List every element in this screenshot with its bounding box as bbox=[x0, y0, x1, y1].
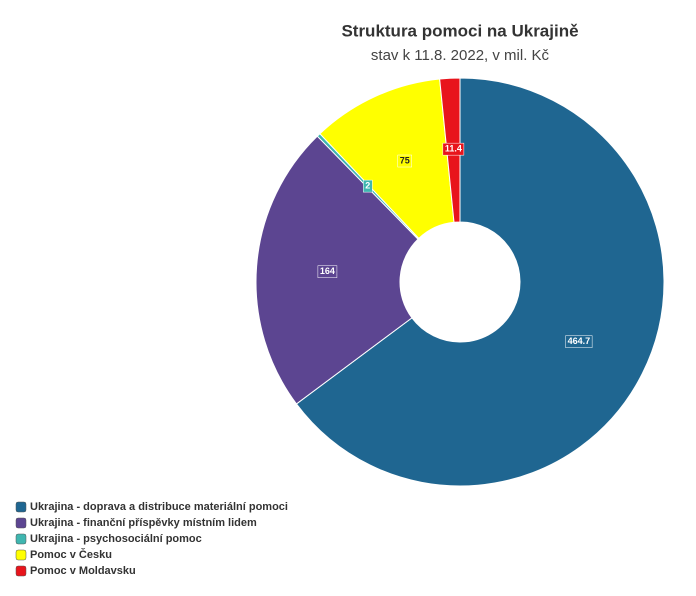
legend-swatch bbox=[15, 517, 27, 529]
legend-swatch bbox=[15, 565, 27, 577]
value-label: 164 bbox=[320, 266, 335, 276]
legend-swatch bbox=[15, 549, 27, 561]
value-label: 2 bbox=[365, 181, 370, 191]
value-label-box bbox=[317, 265, 338, 278]
legend-text: Ukrajina - psychosociální pomoc bbox=[30, 533, 202, 545]
slice bbox=[295, 77, 665, 487]
value-label: 75 bbox=[400, 155, 410, 165]
value-label-box bbox=[565, 335, 593, 348]
value-label: 11.4 bbox=[445, 144, 462, 154]
legend-swatch bbox=[15, 533, 27, 545]
legend-swatch bbox=[15, 501, 27, 513]
chart-title: Struktura pomoci na Ukrajině bbox=[341, 21, 578, 40]
value-label: 464.7 bbox=[568, 336, 591, 346]
chart-subtitle: stav k 11.8. 2022, v mil. Kč bbox=[371, 47, 550, 64]
value-label-box bbox=[397, 154, 413, 168]
legend-text: Ukrajina - finanční příspěvky místním li… bbox=[30, 517, 257, 529]
value-label-box bbox=[442, 142, 465, 156]
legend-text: Pomoc v Moldavsku bbox=[30, 565, 136, 577]
legend-text: Pomoc v Česku bbox=[30, 548, 112, 561]
value-label-box bbox=[363, 179, 373, 193]
legend-text: Ukrajina - doprava a distribuce materiál… bbox=[30, 501, 288, 513]
slice bbox=[319, 78, 455, 240]
